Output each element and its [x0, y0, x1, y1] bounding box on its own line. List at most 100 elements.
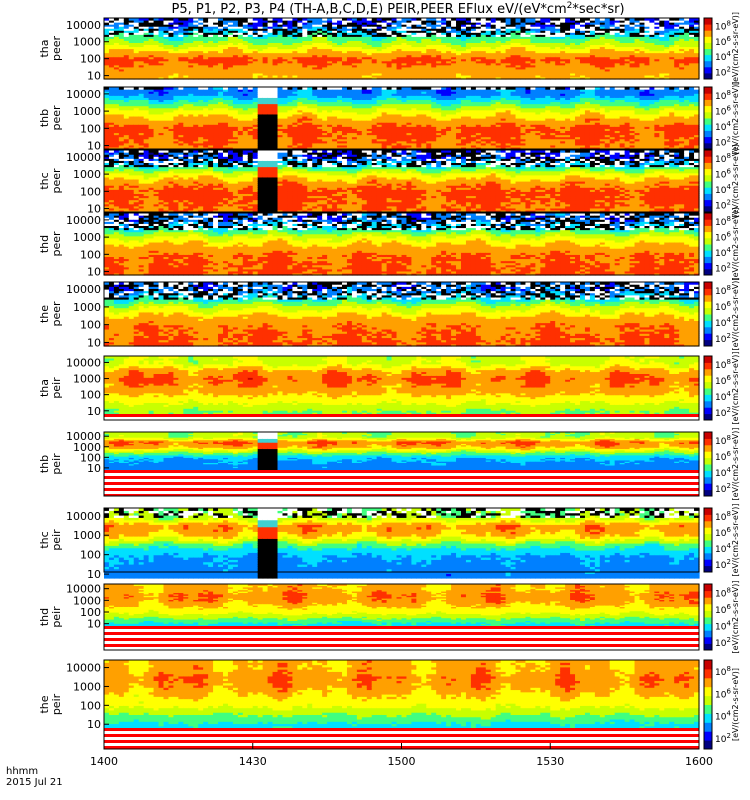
colorbar-segment: [704, 356, 712, 363]
colorbar-unit: [eV/(cm2-s-sr-eV)]: [731, 503, 740, 576]
y-tick-label: 10000: [66, 151, 101, 164]
colorbar-segment: [704, 490, 712, 497]
colorbar-segment: [704, 464, 712, 471]
panel-label-species: peer: [50, 301, 63, 327]
colorbar-segment: [704, 282, 712, 289]
colorbar-segment: [704, 213, 712, 220]
colorbar-segment: [704, 340, 712, 347]
colorbar-segment: [704, 604, 712, 611]
colorbar-tick-label: 104: [715, 50, 731, 63]
colorbar-segment: [704, 414, 712, 421]
colorbar-segment: [704, 546, 712, 553]
colorbar-tick-label: 106: [715, 526, 731, 539]
colorbar-tick-label: 106: [715, 374, 731, 387]
panel-label: thbpeir: [38, 453, 63, 475]
colorbar-segment: [704, 24, 712, 31]
colorbar-segment: [704, 637, 712, 644]
colorbar-tick-label: 106: [715, 35, 731, 48]
panel-label: thdpeir: [38, 606, 63, 628]
y-tick-label: 10000: [66, 510, 101, 523]
y-tick-label: 10: [87, 266, 101, 279]
colorbar-tick-label: 102: [715, 732, 731, 745]
title-tail: *sec*sr): [572, 2, 624, 17]
panel-label: thbpeer: [38, 105, 63, 131]
figure-title: P5, P1, P2, P3, P4 (TH-A,B,C,D,E) PEIR,P…: [171, 1, 624, 17]
panel-label-species: peir: [50, 606, 63, 628]
colorbar-segment: [704, 591, 712, 598]
x-tick-label: 1500: [388, 755, 416, 768]
colorbar-segment: [704, 301, 712, 308]
colorbar-segment: [704, 314, 712, 321]
colorbar-segment: [704, 521, 712, 528]
colorbar-segment: [704, 143, 712, 150]
colorbar-segment: [704, 713, 712, 722]
colorbar-tick-label: 108: [715, 665, 731, 678]
colorbar-segment: [704, 55, 712, 62]
y-tick-label: 10000: [66, 662, 101, 675]
colorbar-tick-label: 106: [715, 450, 731, 463]
spectrogram-thc-peer: [104, 150, 700, 213]
colorbar-segment: [704, 540, 712, 547]
panel-label-species: peir: [50, 529, 63, 551]
colorbar-segment: [704, 18, 712, 25]
colorbar-tick-label: 106: [715, 687, 731, 700]
colorbar-segment: [704, 150, 712, 157]
colorbar-segment: [704, 67, 712, 74]
colorbar-segment: [704, 445, 712, 452]
x-tick-label: 1530: [536, 755, 564, 768]
colorbar-segment: [704, 394, 712, 401]
spectrogram-figure: P5, P1, P2, P3, P4 (TH-A,B,C,D,E) PEIR,P…: [0, 0, 750, 800]
no-data-band: [104, 626, 699, 647]
colorbar-segment: [704, 369, 712, 376]
colorbar-tick-label: 102: [715, 261, 731, 274]
x-tick-label: 1400: [90, 755, 118, 768]
colorbar-tick-label: 102: [715, 558, 731, 571]
colorbar-segment: [704, 534, 712, 541]
colorbar-tick-label: 108: [715, 510, 731, 523]
y-tick-label: 1000: [73, 680, 101, 693]
colorbar: 108 106 104 102 [eV/(cm2-s-sr-eV)]: [704, 503, 740, 576]
no-data-band: [104, 414, 699, 417]
x-tick-label: 1430: [239, 755, 267, 768]
spectrogram-tha-peir: [104, 356, 700, 415]
y-tick-label: 1000: [73, 105, 101, 118]
colorbar-unit: [eV/(cm2-s-sr-eV)]: [731, 144, 740, 217]
colorbar-tick-label: 106: [715, 230, 731, 243]
y-tick-label: 100: [80, 319, 101, 332]
colorbar-segment: [704, 49, 712, 56]
colorbar-tick-label: 108: [715, 434, 731, 447]
colorbar-tick-label: 104: [715, 619, 731, 632]
colorbar-tick-label: 108: [715, 215, 731, 228]
y-tick-label: 100: [80, 248, 101, 261]
colorbar-tick-label: 104: [715, 542, 731, 555]
colorbar-segment: [704, 514, 712, 521]
colorbar-segment: [704, 731, 712, 740]
colorbar-tick-label: 104: [715, 390, 731, 403]
colorbar-segment: [704, 36, 712, 43]
y-tick-label: 10: [87, 462, 101, 475]
x-axis-label-hhmm: hhmm: [6, 766, 38, 777]
y-tick-label: 1000: [73, 36, 101, 49]
colorbar-unit: [eV/(cm2-s-sr-eV)]: [731, 668, 740, 741]
colorbar-segment: [704, 362, 712, 369]
colorbar-segment: [704, 175, 712, 182]
colorbar-segment: [704, 388, 712, 395]
colorbar-segment: [704, 617, 712, 624]
colorbar-segment: [704, 630, 712, 637]
colorbar-unit: [eV/(cm2-s-sr-eV)]: [731, 580, 740, 653]
colorbar-tick-label: 104: [715, 246, 731, 259]
colorbar-segment: [704, 740, 712, 749]
colorbar-segment: [704, 705, 712, 714]
colorbar-segment: [704, 61, 712, 68]
colorbar-segment: [704, 477, 712, 484]
